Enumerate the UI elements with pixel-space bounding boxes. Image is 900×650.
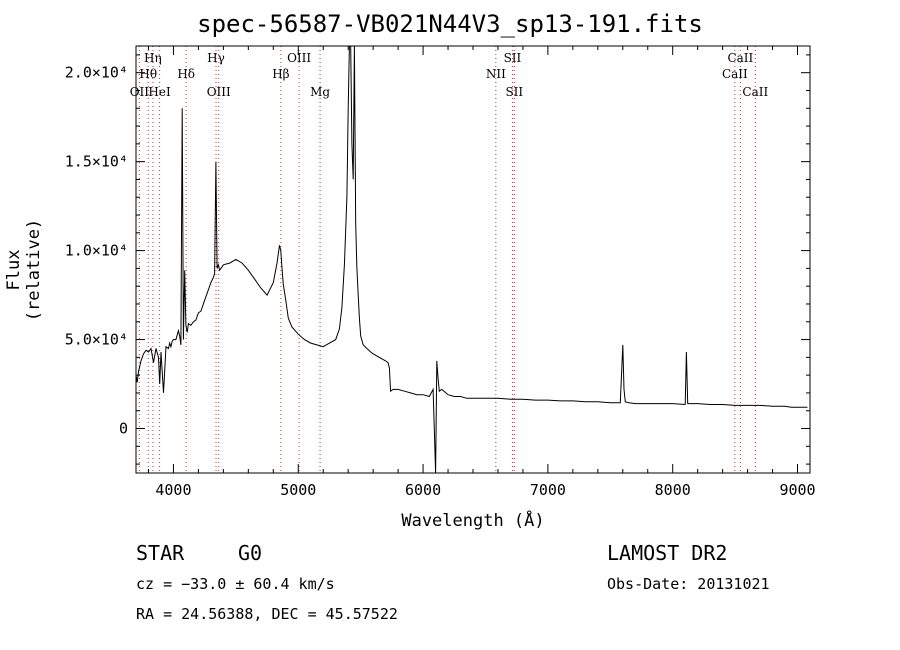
object-class: STAR [136,541,185,565]
plot-frame [135,45,811,474]
line-label: Hγ [207,51,225,65]
obs-date-text: Obs-Date: 20131021 [607,575,770,593]
y-tick-label: 5.0×10⁴ [65,331,128,349]
line-label: HeI [148,85,171,99]
line-label: CaII [722,67,748,81]
x-tick-label: 6000 [405,481,441,499]
x-axis-label: Wavelength (Å) [401,511,545,531]
chart-title: spec-56587-VB021N44V3_sp13-191.fits [197,10,703,38]
y-tick-label: 1.5×10⁴ [65,153,128,171]
object-subclass: G0 [238,541,263,565]
x-tick-label: 7000 [530,481,566,499]
emission-line-markers [138,46,756,473]
line-label: SII [504,51,522,65]
axis-ticks: 4000 5000 6000 7000 8000 9000 0 5.0×10⁴ 1.0×10⁴ 1… [65,46,816,499]
line-label: OIII [207,85,231,99]
y-tick-label: 2.0×10⁴ [65,64,128,82]
line-label: Hβ [272,67,289,81]
line-label: Hη [144,51,162,65]
x-tick-label: 9000 [779,481,815,499]
coordinates-text: RA = 24.56388, DEC = 45.57522 [136,605,398,623]
line-label: OIII [287,51,311,65]
line-label: Mg [310,85,330,99]
line-label: SII [505,85,523,99]
line-label: Hθ [139,67,157,81]
line-label: CaII [742,85,768,99]
y-tick-label: 0 [119,420,128,438]
redshift-text: cz = −33.0 ± 60.4 km/s [136,575,335,593]
emission-line-labels: OII Hθ Hη HeI Hδ Hγ OIII Hβ OIII Mg NII SII SII CaII C… [130,51,769,99]
x-tick-label: 4000 [155,481,191,499]
x-tick-label: 8000 [655,481,691,499]
line-label: OII [130,85,150,99]
y-tick-label: 1.0×10⁴ [65,242,128,260]
line-label: Hδ [177,67,195,81]
spectrum-line [135,45,808,474]
line-label: NII [486,67,506,81]
survey-name: LAMOST DR2 [607,541,728,565]
x-tick-label: 5000 [280,481,316,499]
line-label: CaII [727,51,753,65]
y-axis-label: Flux (relative) [4,218,44,322]
